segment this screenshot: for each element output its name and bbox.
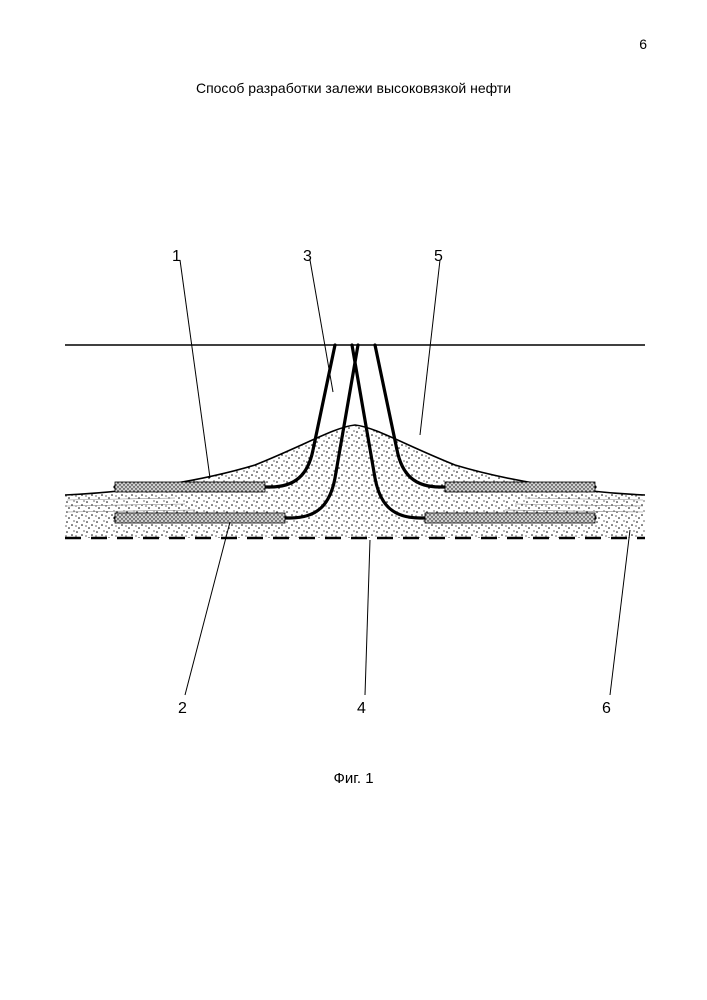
leader-1 <box>180 260 210 478</box>
well-1-perforation <box>115 482 265 492</box>
leader-3 <box>310 260 333 392</box>
page: 6 Способ разработки залежи высоковязкой … <box>0 0 707 1000</box>
page-number: 6 <box>639 36 647 52</box>
leader-6 <box>610 530 630 695</box>
figure-caption: Фиг. 1 <box>0 770 707 787</box>
leader-4 <box>365 540 370 695</box>
well-4-perforation <box>425 513 595 523</box>
leader-5 <box>420 260 440 435</box>
figure-1-svg <box>55 220 655 740</box>
well-2-perforation <box>115 513 285 523</box>
leader-2 <box>185 522 230 695</box>
well-3-perforation <box>445 482 595 492</box>
page-title: Способ разработки залежи высоковязкой не… <box>0 80 707 96</box>
